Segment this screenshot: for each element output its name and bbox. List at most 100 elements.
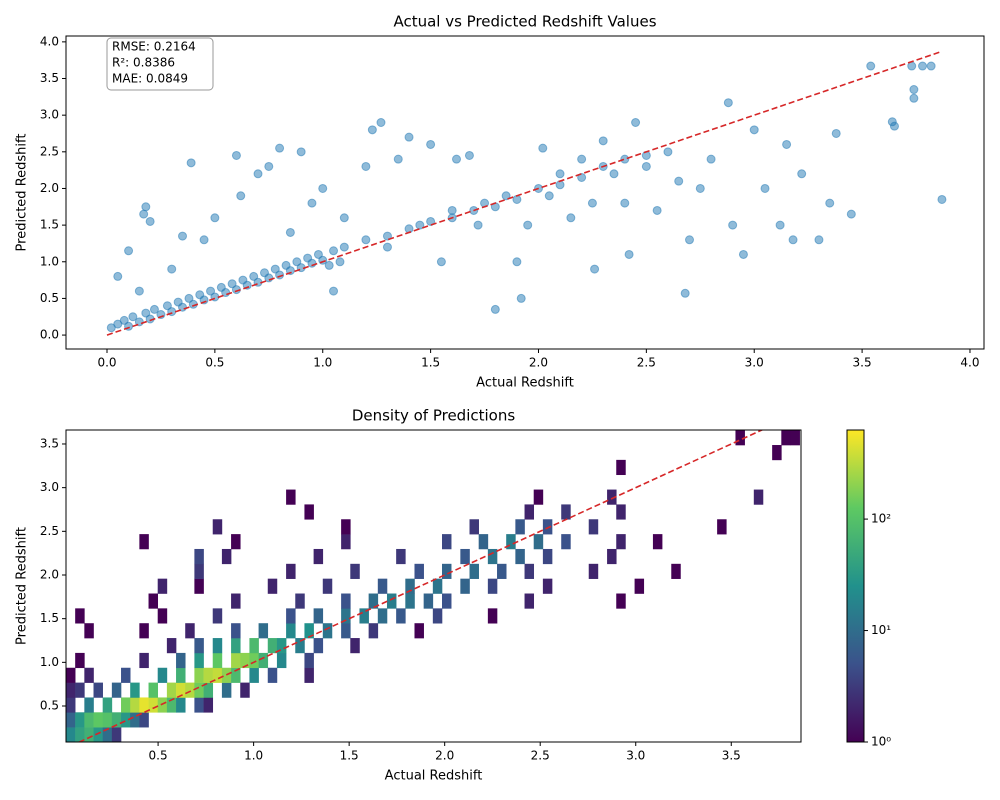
metrics-box-frame — [106, 37, 214, 91]
y-tick-label: 0.5 — [40, 291, 59, 305]
metric: RMSE: 0.2164 — [112, 40, 196, 54]
point — [577, 172, 587, 182]
cell — [414, 623, 424, 639]
point — [199, 235, 209, 245]
cell — [442, 563, 452, 579]
cell — [185, 682, 195, 698]
cell — [258, 652, 269, 669]
point — [275, 143, 285, 153]
point — [866, 61, 876, 71]
point — [775, 220, 785, 230]
cell — [753, 489, 764, 505]
cell — [121, 697, 131, 713]
cell — [203, 682, 214, 698]
cell — [231, 667, 241, 683]
point — [516, 293, 526, 303]
cell — [139, 652, 149, 669]
point — [695, 183, 705, 193]
x-tick-label: 1.5 — [340, 749, 359, 763]
cell — [66, 712, 76, 728]
point — [253, 169, 263, 179]
cell — [130, 682, 140, 698]
cell — [121, 667, 131, 683]
point — [145, 216, 155, 226]
point — [782, 139, 792, 149]
y-tick-label: 3.0 — [40, 480, 59, 494]
cell — [212, 652, 223, 669]
cell — [671, 563, 681, 579]
x-tick-label: 2.0 — [435, 749, 454, 763]
y-tick-label: 1.5 — [40, 611, 59, 625]
point — [227, 279, 237, 289]
point — [119, 315, 129, 325]
cell — [432, 578, 443, 594]
point — [652, 205, 662, 215]
x-tick-label: 3.0 — [745, 356, 764, 370]
point — [797, 169, 807, 179]
point — [249, 271, 259, 281]
metric: MAE: 0.0849 — [112, 72, 188, 86]
cell — [267, 638, 278, 654]
cell — [130, 697, 140, 713]
point — [167, 264, 177, 274]
x-axis-label: Actual Redshift — [476, 376, 574, 391]
y-tick-label: 3.5 — [40, 71, 59, 85]
cell — [524, 504, 535, 520]
x-tick-label: 0.5 — [149, 749, 168, 763]
cell — [84, 697, 94, 713]
point — [184, 293, 194, 303]
cell — [396, 548, 406, 565]
cell — [781, 430, 791, 446]
x-tick-label: 3.0 — [626, 749, 645, 763]
cell — [304, 504, 314, 520]
cell — [157, 608, 168, 624]
point — [674, 176, 684, 186]
point — [339, 213, 349, 223]
cell — [405, 578, 415, 594]
plot-area — [106, 51, 947, 336]
cell — [341, 623, 351, 639]
point — [641, 150, 651, 160]
cell — [231, 652, 241, 669]
colorbar-tick-label: 10² — [871, 512, 891, 526]
y-tick-label: 3.5 — [40, 436, 59, 450]
point — [831, 128, 841, 138]
point — [738, 249, 748, 259]
point — [577, 154, 587, 164]
point — [749, 125, 759, 135]
cell — [313, 638, 324, 654]
cell — [249, 667, 259, 683]
point — [318, 183, 328, 193]
cell — [607, 548, 617, 565]
cell — [652, 534, 663, 550]
cell — [75, 712, 85, 728]
cell — [176, 682, 186, 698]
point — [512, 257, 522, 267]
y-axis-label: Predicted Redshift — [15, 134, 30, 252]
cell — [487, 578, 498, 594]
cell — [341, 593, 351, 609]
point — [620, 198, 630, 208]
cell — [350, 638, 360, 654]
cell — [84, 727, 94, 742]
cell — [286, 489, 296, 505]
point — [512, 194, 522, 204]
point — [452, 154, 462, 164]
point — [685, 235, 695, 245]
cell — [212, 667, 223, 683]
point — [426, 139, 436, 149]
cell — [634, 578, 645, 594]
cell — [533, 534, 544, 550]
cell — [194, 638, 204, 654]
cell — [487, 608, 498, 624]
cell — [442, 593, 452, 609]
point — [231, 150, 241, 160]
cell — [231, 623, 241, 639]
cell — [102, 712, 113, 728]
cell — [240, 652, 250, 669]
cell — [423, 593, 434, 609]
cell — [276, 638, 287, 654]
y-axis-label: Predicted Redshift — [15, 527, 30, 645]
cell — [460, 578, 470, 594]
